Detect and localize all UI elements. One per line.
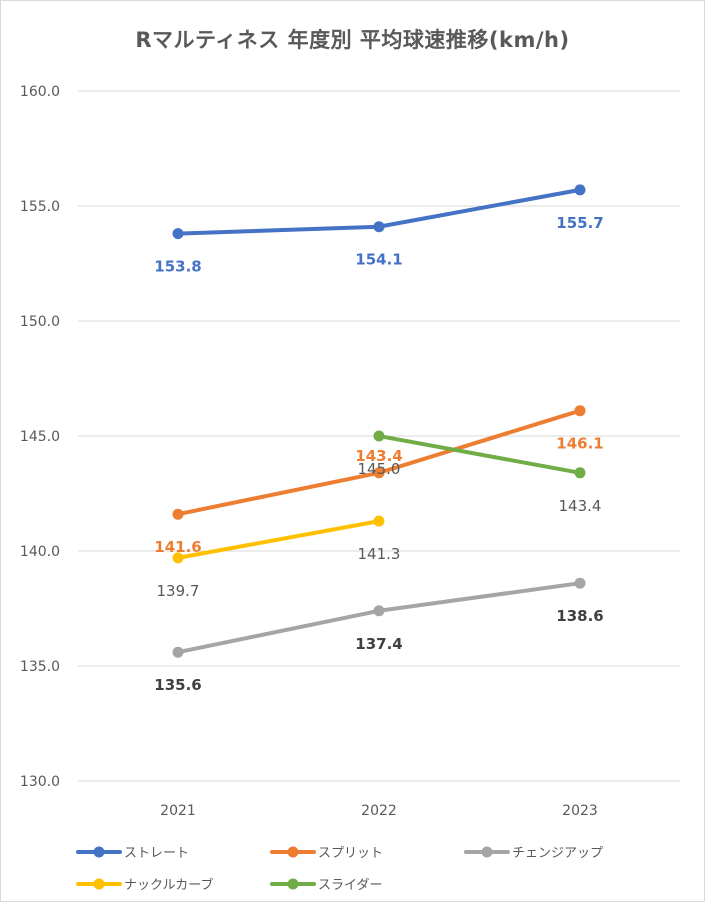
- legend-label: スプリット: [318, 846, 383, 861]
- y-tick-label: 135.0: [20, 659, 60, 675]
- y-tick-label: 150.0: [20, 314, 60, 330]
- legend-swatch-marker: [287, 846, 299, 858]
- data-point: [574, 405, 586, 417]
- x-tick-label: 2021: [160, 803, 196, 819]
- data-point: [574, 577, 586, 589]
- data-label: 143.4: [355, 447, 402, 465]
- data-point: [172, 228, 184, 240]
- data-point: [172, 552, 184, 564]
- series-line: [176, 519, 381, 560]
- legend-swatch-marker: [481, 846, 493, 858]
- data-label: 139.7: [157, 582, 200, 600]
- legend-swatch-marker: [93, 846, 105, 858]
- data-label: 145.0: [358, 460, 401, 478]
- y-tick-label: 145.0: [20, 429, 60, 445]
- data-point: [373, 430, 385, 442]
- y-tick-label: 130.0: [20, 774, 60, 790]
- chart-title: Rマルティネス 年度別 平均球速推移(km/h): [135, 28, 570, 52]
- data-label: 153.8: [154, 258, 201, 276]
- legend-swatch-marker: [287, 878, 299, 890]
- legend-label: ストレート: [124, 846, 189, 861]
- data-point: [574, 467, 586, 479]
- data-label: 141.6: [154, 538, 201, 556]
- data-label: 138.6: [556, 607, 603, 625]
- data-label: 135.6: [154, 676, 201, 694]
- legend-label: ナックルカーブ: [124, 877, 213, 893]
- legend-label: チェンジアップ: [512, 846, 603, 861]
- data-label: 141.3: [358, 545, 401, 563]
- legend-swatch-marker: [93, 878, 105, 890]
- data-point: [373, 467, 385, 479]
- y-tick-label: 140.0: [20, 544, 60, 560]
- data-label: 155.7: [556, 214, 603, 232]
- x-tick-label: 2023: [562, 803, 598, 819]
- data-point: [574, 184, 586, 196]
- data-label: 154.1: [355, 251, 402, 269]
- x-tick-label: 2022: [361, 803, 397, 819]
- data-point: [373, 605, 385, 617]
- data-point: [172, 646, 184, 658]
- data-label: 146.1: [556, 435, 603, 453]
- series-line: [377, 434, 582, 475]
- data-point: [172, 508, 184, 520]
- y-tick-label: 155.0: [20, 199, 60, 215]
- data-point: [373, 515, 385, 527]
- data-point: [373, 221, 385, 233]
- data-label: 143.4: [559, 497, 602, 515]
- legend-label: スライダー: [318, 878, 382, 893]
- data-label: 137.4: [355, 635, 402, 653]
- y-tick-label: 160.0: [20, 84, 60, 100]
